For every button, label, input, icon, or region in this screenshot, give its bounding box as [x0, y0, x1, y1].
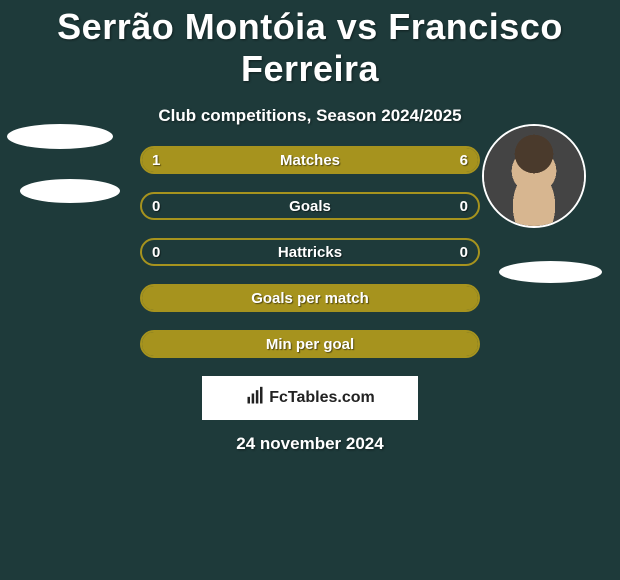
stat-bar-hattricks: 0 0 Hattricks [140, 238, 480, 266]
stat-value-left [142, 332, 162, 356]
stat-value-right [458, 286, 478, 310]
stat-fill-left [142, 286, 478, 310]
stat-label: Hattricks [142, 240, 478, 264]
brand-box[interactable]: FcTables.com [202, 376, 418, 420]
chart-icon [245, 386, 265, 411]
decor-ellipse [499, 261, 602, 283]
stat-value-left: 0 [142, 240, 170, 264]
stat-bar-matches: 1 6 Matches [140, 146, 480, 174]
stat-bar-goals: 0 0 Goals [140, 192, 480, 220]
stats-container: 1 6 Matches 0 0 Goals 0 0 Hattricks Goal… [140, 146, 480, 358]
stat-label: Goals [142, 194, 478, 218]
stat-value-left: 1 [142, 148, 170, 172]
date-label: 24 november 2024 [0, 434, 620, 454]
avatar-face [484, 126, 584, 226]
stat-fill-left [142, 332, 478, 356]
stat-bar-goals-per-match: Goals per match [140, 284, 480, 312]
stat-value-right: 0 [450, 194, 478, 218]
brand-label: FcTables.com [269, 389, 375, 407]
stat-value-left [142, 286, 162, 310]
stat-value-right [458, 332, 478, 356]
stat-value-right: 6 [450, 148, 478, 172]
decor-ellipse [7, 124, 113, 149]
page-title: Serrão Montóia vs Francisco Ferreira [0, 0, 620, 96]
stat-fill-right [189, 148, 478, 172]
page-subtitle: Club competitions, Season 2024/2025 [0, 106, 620, 126]
right-player-avatar [482, 124, 586, 228]
stat-value-right: 0 [450, 240, 478, 264]
stat-value-left: 0 [142, 194, 170, 218]
stat-bar-min-per-goal: Min per goal [140, 330, 480, 358]
decor-ellipse [20, 179, 120, 203]
